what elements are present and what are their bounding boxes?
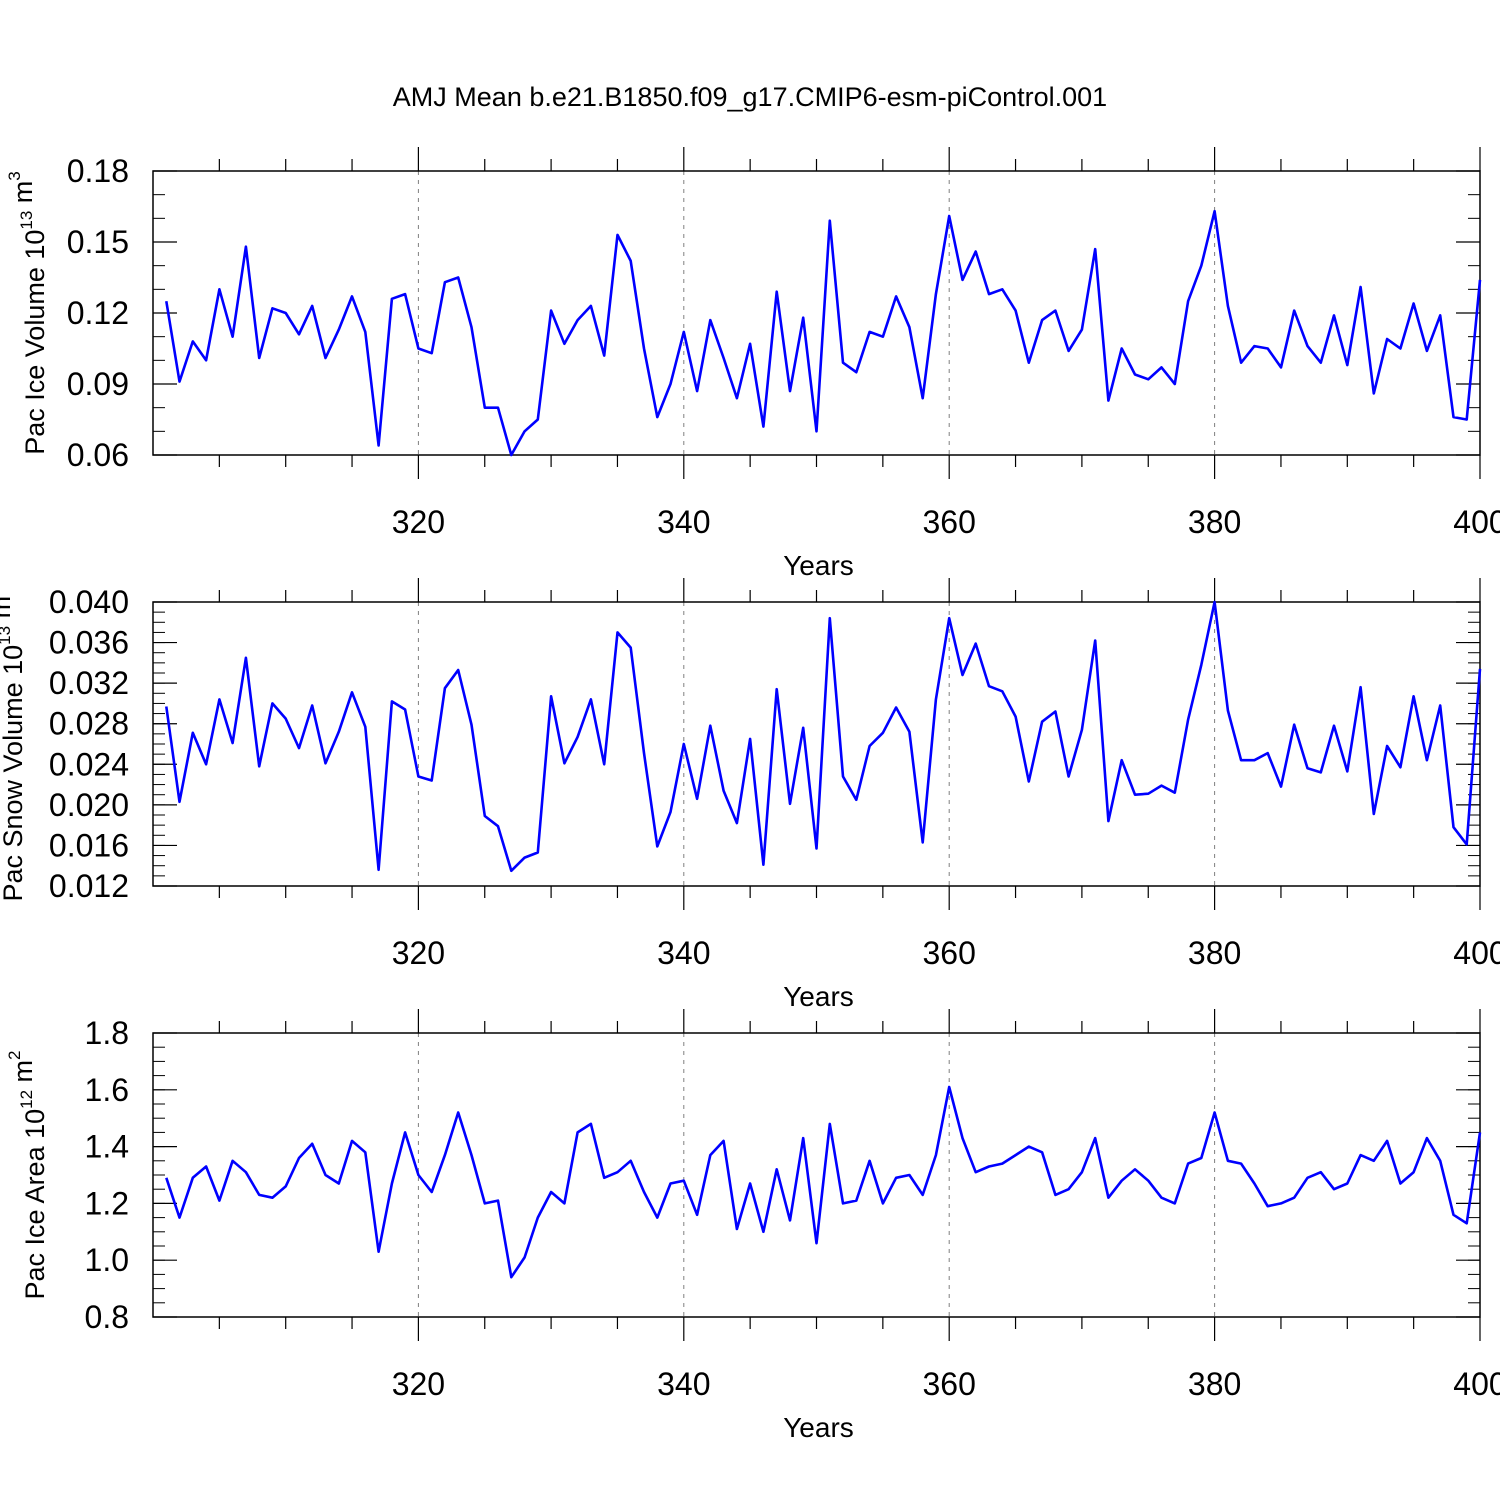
x-tick-label: 340 — [657, 1366, 710, 1402]
y-tick-label: 0.8 — [85, 1299, 129, 1335]
y-tick-label: 0.036 — [49, 625, 129, 661]
y-tick-label: 0.020 — [49, 787, 129, 823]
x-tick-label: 340 — [657, 935, 710, 971]
x-axis-label: Years — [783, 550, 854, 581]
x-tick-label: 380 — [1188, 935, 1241, 971]
chart-title: AMJ Mean b.e21.B1850.f09_g17.CMIP6-esm-p… — [392, 82, 1108, 112]
x-tick-label: 400 — [1453, 935, 1500, 971]
y-tick-label: 1.2 — [85, 1185, 129, 1221]
series-line — [165, 1085, 1482, 1279]
y-tick-label: 1.6 — [85, 1072, 129, 1108]
y-axis-label: Pac Snow Volume 1013 m3 — [0, 586, 28, 901]
series-line — [165, 600, 1482, 873]
y-tick-label: 1.0 — [85, 1242, 129, 1278]
x-tick-label: 400 — [1453, 1366, 1500, 1402]
y-tick-label: 0.18 — [67, 153, 129, 189]
x-tick-label: 400 — [1453, 504, 1500, 540]
y-tick-label: 1.8 — [85, 1015, 129, 1051]
panel-3: 320 340 360 380 400 Years 0.8 1.0 1.2 1.4 1.6 1.8 Pa… — [5, 1009, 1500, 1443]
y-tick-label: 0.09 — [67, 366, 129, 402]
y-tick-label: 0.032 — [49, 665, 129, 701]
x-tick-label: 360 — [923, 1366, 976, 1402]
x-tick-label: 380 — [1188, 504, 1241, 540]
y-axis-label: Pac Ice Area 1012 m2 — [5, 1050, 50, 1299]
x-tick-label: 360 — [923, 935, 976, 971]
y-tick-label: 0.024 — [49, 746, 129, 782]
x-tick-label: 340 — [657, 504, 710, 540]
x-tick-label: 320 — [392, 1366, 445, 1402]
x-axis-label: Years — [783, 981, 854, 1012]
y-axis-label: Pac Ice Volume 1013 m3 — [5, 171, 50, 455]
y-tick-label: 0.06 — [67, 437, 129, 473]
y-tick-label: 0.12 — [67, 295, 129, 331]
y-tick-label: 0.15 — [67, 224, 129, 260]
x-tick-label: 380 — [1188, 1366, 1241, 1402]
x-axis-label: Years — [783, 1412, 854, 1443]
y-tick-label: 1.4 — [85, 1129, 129, 1165]
panel-2: 320 340 360 380 400 Years 0.012 0.016 0.020 0.024… — [0, 578, 1500, 1012]
plot-frame — [152, 1032, 1481, 1318]
x-tick-label: 360 — [923, 504, 976, 540]
y-tick-label: 0.028 — [49, 706, 129, 742]
x-tick-label: 320 — [392, 935, 445, 971]
series-line — [165, 209, 1482, 457]
y-tick-label: 0.040 — [49, 584, 129, 620]
x-tick-label: 320 — [392, 504, 445, 540]
panel-1: 320 340 360 380 400 Years 0.06 0.09 0.12 0.15 0.18… — [5, 147, 1500, 581]
y-tick-label: 0.012 — [49, 868, 129, 904]
y-tick-label: 0.016 — [49, 827, 129, 863]
